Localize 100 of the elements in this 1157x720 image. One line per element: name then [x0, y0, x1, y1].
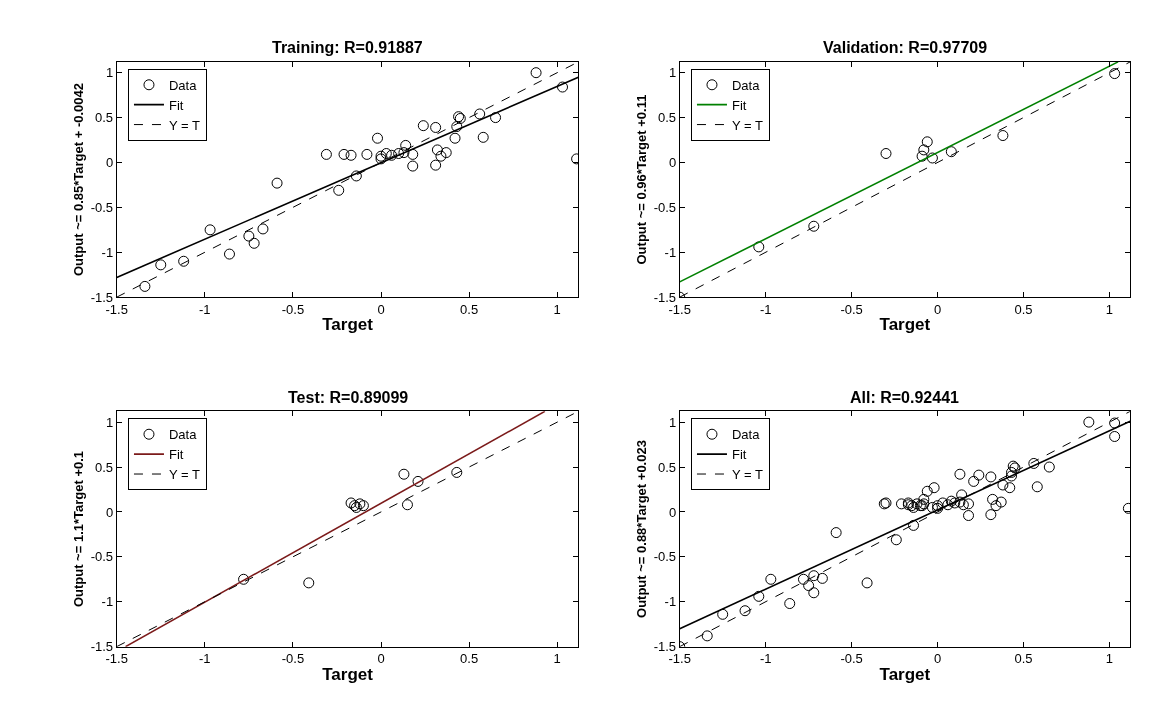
x-tick-label: -1 [199, 651, 211, 667]
point [490, 112, 502, 124]
y-tick-label: 0 [105, 504, 114, 520]
point [372, 132, 383, 144]
point [753, 241, 765, 253]
point [248, 237, 260, 249]
legend-label: Data [731, 77, 761, 93]
y-tick-label: -0.5 [653, 199, 677, 215]
y-tick-label: -0.5 [90, 549, 114, 565]
y-axis-title: Output ~= 0.88*Target +0.023 [633, 440, 649, 618]
legend-label: Data [168, 77, 198, 93]
legend-label: Y = T [731, 467, 763, 483]
y-tick-label: -1 [664, 594, 677, 610]
y-tick-label: -0.5 [653, 549, 677, 565]
point [178, 255, 190, 267]
point [345, 149, 357, 161]
legend-label: Data [731, 427, 761, 443]
y-tick-label: -1 [664, 244, 677, 260]
point [431, 144, 443, 156]
point [380, 148, 392, 159]
y-tick-label: 1 [668, 414, 677, 430]
point [449, 132, 461, 144]
x-tick-label: 0.5 [1014, 651, 1033, 667]
point [401, 499, 413, 511]
legend-label: Y = T [168, 467, 200, 483]
point [477, 131, 489, 143]
point [398, 147, 410, 159]
y-tick-label: 1 [668, 65, 677, 81]
point [333, 184, 345, 196]
point [407, 160, 419, 172]
y-tick-label: -1 [101, 244, 114, 260]
point [916, 150, 928, 162]
y-tick-label: 0.5 [95, 110, 114, 126]
point [430, 121, 442, 133]
x-tick-label: 1 [1105, 301, 1114, 317]
x-axis-title: Target [322, 315, 374, 335]
y-tick-label: -1.5 [90, 639, 114, 655]
x-tick-label: 0 [933, 301, 942, 317]
chart-title: Training: R=0.91887 [272, 39, 423, 56]
point [926, 152, 938, 164]
point [880, 148, 892, 159]
y-tick-label: 0.5 [95, 459, 114, 475]
point [398, 468, 410, 480]
y-tick-label: 0.5 [658, 459, 677, 475]
point [451, 466, 463, 478]
y-tick-label: 0.5 [658, 110, 677, 126]
point [417, 120, 429, 132]
y-tick-label: 0 [105, 155, 114, 171]
y-tick-label: -1 [101, 594, 114, 610]
point [243, 230, 255, 242]
chart-title: All: R=0.92441 [850, 389, 960, 406]
x-tick-label: -0.5 [281, 301, 305, 317]
point [155, 259, 167, 271]
x-tick-label: 0 [933, 651, 942, 667]
y-axis-title: Output ~= 0.85*Target + -0.0042 [70, 83, 86, 277]
point [361, 148, 373, 160]
x-tick-label: 1 [553, 301, 561, 317]
point [435, 150, 447, 162]
x-tick-label: -1 [759, 301, 772, 317]
x-tick-label: 0.5 [460, 301, 479, 317]
x-tick-label: -0.5 [840, 301, 863, 317]
legend-label: Fit [731, 447, 747, 463]
y-tick-label: 1 [105, 414, 114, 430]
point [139, 280, 151, 292]
point [338, 148, 350, 160]
x-tick-label: 0 [377, 301, 385, 317]
point [271, 177, 283, 189]
x-tick-label: 0 [377, 651, 385, 667]
point [918, 144, 930, 156]
point [430, 159, 442, 171]
x-tick-label: 1 [553, 651, 561, 667]
point [350, 170, 362, 182]
point [945, 146, 957, 158]
legend-label: Fit [168, 447, 184, 463]
x-tick-label: -0.5 [840, 651, 863, 667]
chart-title: Test: R=0.89099 [288, 389, 409, 406]
y-tick-label: -1.5 [653, 289, 677, 305]
legend-label: Fit [731, 97, 747, 113]
x-axis-title: Target [879, 315, 931, 335]
point [407, 148, 419, 160]
point [440, 147, 452, 159]
point [320, 148, 332, 160]
point [204, 224, 216, 236]
point [303, 577, 315, 589]
y-tick-label: 0 [668, 155, 677, 171]
legend-label: Data [168, 427, 198, 443]
legend-label: Fit [168, 97, 184, 113]
x-tick-label: -1 [199, 301, 211, 317]
point [474, 108, 486, 120]
y-axis-title: Output ~= 1.1*Target +0.1 [70, 450, 86, 608]
point [345, 497, 357, 509]
point [921, 136, 933, 148]
x-axis-title: Target [879, 664, 931, 684]
x-tick-label: 1 [1105, 651, 1114, 667]
point [238, 573, 250, 585]
point [557, 81, 569, 93]
x-tick-label: 0.5 [460, 651, 479, 667]
y-tick-label: 0 [668, 504, 677, 520]
x-axis-title: Target [322, 664, 374, 684]
y-tick-label: 1 [105, 65, 114, 81]
